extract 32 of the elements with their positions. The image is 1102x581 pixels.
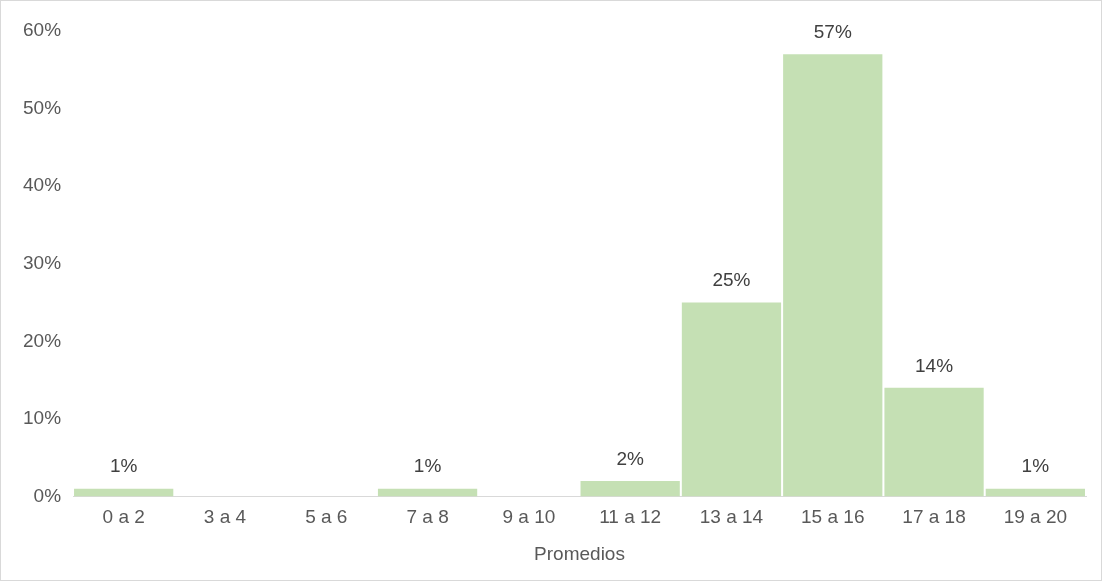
y-tick-label: 20% (23, 329, 62, 351)
data-label: 57% (813, 21, 852, 42)
y-tick-label: 30% (23, 251, 62, 273)
bar (783, 54, 883, 497)
x-tick-label: 11 a 12 (599, 506, 662, 528)
data-label: 25% (712, 269, 751, 291)
x-tick-label: 3 a 4 (203, 506, 247, 528)
bar (580, 480, 680, 497)
x-axis-title: Promedios (534, 542, 625, 564)
y-tick-label: 10% (23, 407, 62, 429)
data-label: 2% (616, 447, 644, 469)
y-tick-label: 50% (23, 96, 62, 118)
x-tick-label: 13 a 14 (699, 506, 764, 528)
x-tick-label: 7 a 8 (406, 506, 449, 528)
bar (74, 488, 174, 497)
data-label: 1% (109, 455, 138, 477)
y-tick-label: 0% (33, 484, 62, 506)
x-tick-label: 5 a 6 (305, 506, 348, 528)
bar (985, 488, 1085, 497)
data-label: 14% (915, 354, 954, 376)
y-tick-label: 60% (23, 19, 62, 41)
x-tick-label: 15 a 16 (801, 506, 865, 528)
data-label: 1% (413, 455, 442, 477)
y-tick-label: 40% (23, 174, 62, 196)
x-tick-label: 9 a 10 (502, 506, 556, 528)
bar (884, 387, 984, 497)
x-tick-label: 17 a 18 (902, 506, 966, 528)
x-tick-label: 0 a 2 (102, 506, 145, 528)
bar (377, 488, 478, 497)
data-label: 1% (1021, 455, 1050, 477)
x-tick-label: 19 a 20 (1003, 506, 1068, 528)
bar (681, 302, 782, 497)
